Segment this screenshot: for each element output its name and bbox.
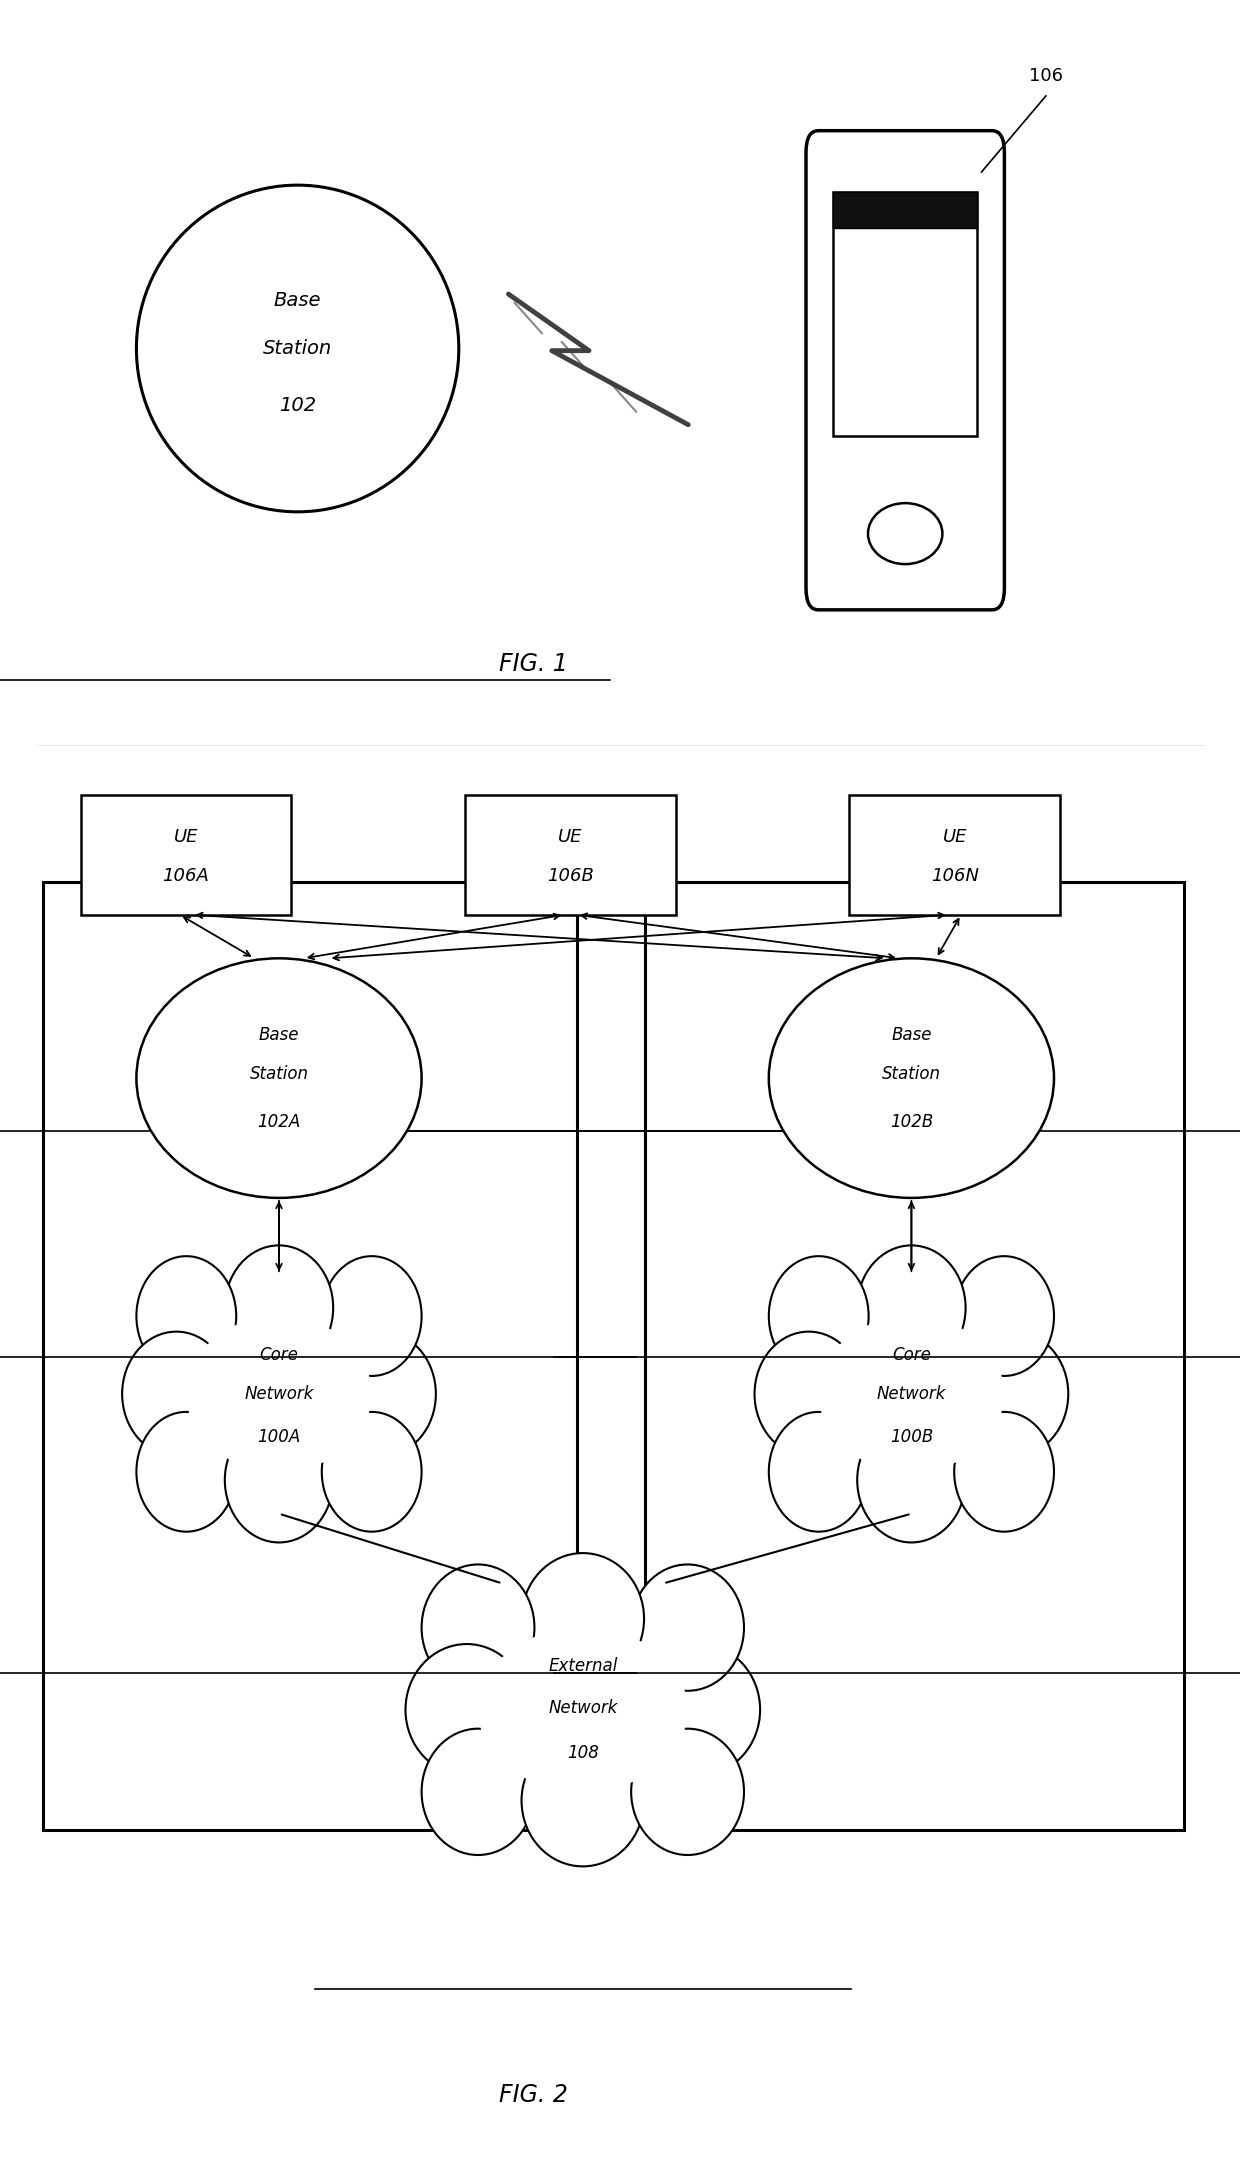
Bar bbox=[645, 882, 1184, 1830]
Bar bbox=[465, 795, 676, 915]
Ellipse shape bbox=[955, 1411, 1054, 1531]
Text: 106B: 106B bbox=[547, 867, 594, 886]
Ellipse shape bbox=[327, 1331, 436, 1457]
Ellipse shape bbox=[857, 1418, 966, 1542]
Ellipse shape bbox=[136, 1257, 236, 1376]
Text: Base: Base bbox=[259, 1026, 299, 1043]
Text: FIG. 2: FIG. 2 bbox=[498, 2082, 568, 2108]
Ellipse shape bbox=[136, 1411, 236, 1531]
Text: 106: 106 bbox=[1029, 68, 1063, 85]
Ellipse shape bbox=[479, 1627, 687, 1792]
Ellipse shape bbox=[405, 1644, 528, 1775]
Bar bbox=[43, 882, 577, 1830]
Text: UE: UE bbox=[942, 828, 967, 845]
Ellipse shape bbox=[522, 1553, 644, 1684]
Text: External: External bbox=[548, 1657, 618, 1675]
Ellipse shape bbox=[522, 1736, 644, 1867]
Bar bbox=[833, 192, 977, 436]
Ellipse shape bbox=[136, 958, 422, 1198]
Text: 100B: 100B bbox=[890, 1429, 932, 1446]
Text: Core: Core bbox=[892, 1346, 931, 1363]
Text: 106N: 106N bbox=[931, 867, 978, 886]
Bar bbox=[849, 795, 1060, 915]
Text: UE: UE bbox=[558, 828, 583, 845]
Ellipse shape bbox=[422, 1729, 534, 1856]
Ellipse shape bbox=[631, 1564, 744, 1690]
Ellipse shape bbox=[818, 1316, 1004, 1472]
Ellipse shape bbox=[186, 1316, 372, 1472]
Ellipse shape bbox=[637, 1644, 760, 1775]
Ellipse shape bbox=[868, 503, 942, 564]
Text: UE: UE bbox=[174, 828, 198, 845]
Bar bbox=[81, 795, 291, 915]
Text: 102A: 102A bbox=[258, 1113, 300, 1130]
Ellipse shape bbox=[321, 1411, 422, 1531]
Text: 108: 108 bbox=[567, 1745, 599, 1762]
Ellipse shape bbox=[122, 1331, 231, 1457]
Text: Base: Base bbox=[274, 292, 321, 309]
Text: 102: 102 bbox=[279, 396, 316, 414]
Ellipse shape bbox=[769, 1411, 868, 1531]
Text: FIG. 1: FIG. 1 bbox=[498, 651, 568, 677]
Ellipse shape bbox=[769, 958, 1054, 1198]
Ellipse shape bbox=[136, 185, 459, 512]
Text: Network: Network bbox=[244, 1385, 314, 1403]
Ellipse shape bbox=[224, 1246, 334, 1370]
Text: Network: Network bbox=[548, 1699, 618, 1716]
Ellipse shape bbox=[960, 1331, 1069, 1457]
Text: Station: Station bbox=[882, 1065, 941, 1082]
Ellipse shape bbox=[422, 1564, 534, 1690]
Text: Core: Core bbox=[259, 1346, 299, 1363]
Text: 106A: 106A bbox=[162, 867, 210, 886]
Text: 102B: 102B bbox=[890, 1113, 932, 1130]
Ellipse shape bbox=[224, 1418, 334, 1542]
Ellipse shape bbox=[857, 1246, 966, 1370]
Ellipse shape bbox=[321, 1257, 422, 1376]
Text: Station: Station bbox=[249, 1065, 309, 1082]
Text: Station: Station bbox=[263, 340, 332, 357]
FancyBboxPatch shape bbox=[806, 131, 1004, 610]
Ellipse shape bbox=[955, 1257, 1054, 1376]
Text: Network: Network bbox=[877, 1385, 946, 1403]
Bar bbox=[833, 192, 977, 229]
Text: 100A: 100A bbox=[258, 1429, 300, 1446]
Text: Base: Base bbox=[892, 1026, 931, 1043]
Ellipse shape bbox=[631, 1729, 744, 1856]
Ellipse shape bbox=[754, 1331, 863, 1457]
Ellipse shape bbox=[769, 1257, 868, 1376]
